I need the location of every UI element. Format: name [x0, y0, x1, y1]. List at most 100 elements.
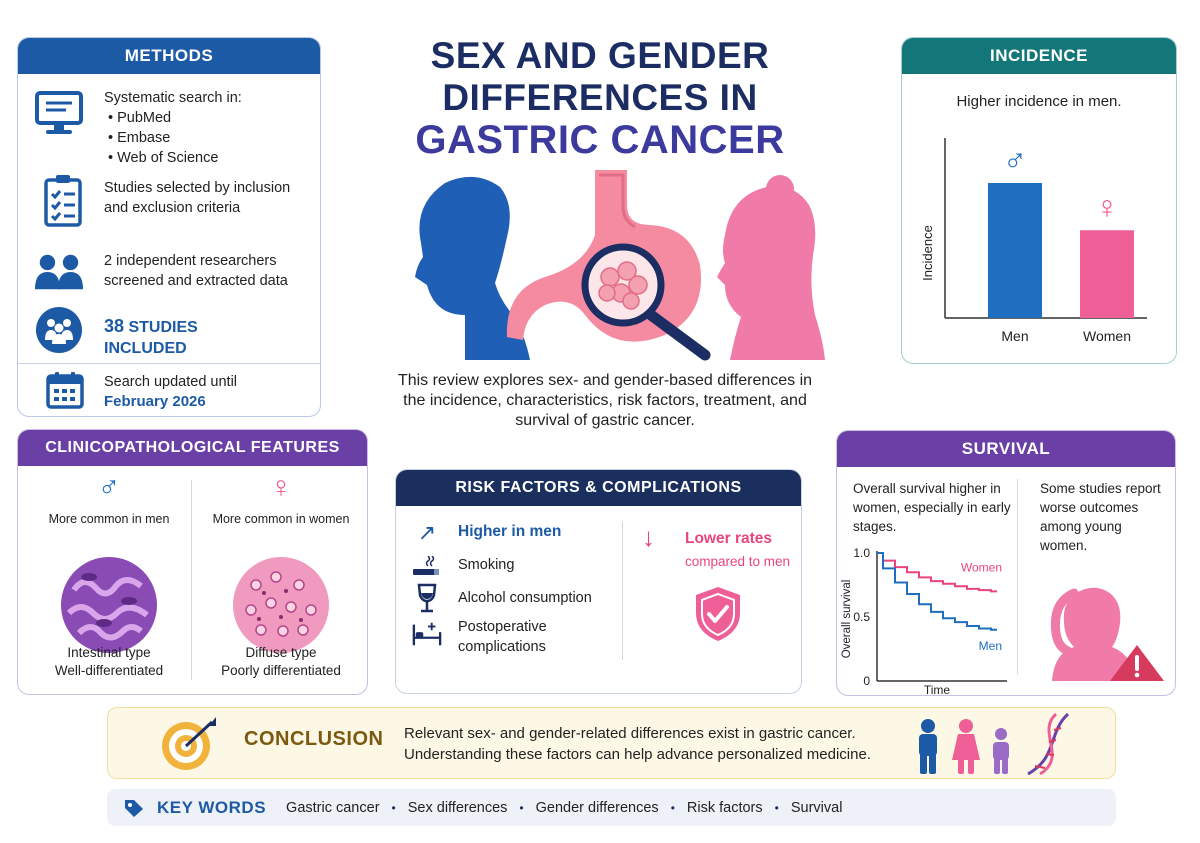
- keywords-label: KEY WORDS: [157, 797, 267, 817]
- women-grade: Poorly differentiated: [221, 663, 341, 678]
- risk-card: RISK FACTORS & COMPLICATIONS ↗ Higher in…: [395, 469, 802, 694]
- updated-block: Search updated until February 2026: [104, 372, 237, 412]
- studies-count: 38: [104, 316, 125, 336]
- studies-group-icon: [36, 307, 82, 353]
- methods-card: METHODS Systematic search in: PubMed Emb…: [17, 37, 321, 417]
- incidence-bar-men: [988, 183, 1042, 318]
- hospital-bed-icon: [412, 622, 442, 646]
- survival-line-men: [877, 552, 997, 631]
- database-list: PubMed Embase Web of Science: [104, 108, 242, 168]
- men-type-block: Intestinal type Well-differentiated: [24, 644, 194, 680]
- dna-icon: [1027, 712, 1070, 776]
- database-item: Embase: [104, 128, 242, 148]
- risk-item-complications: Postoperative complications: [458, 619, 547, 655]
- keyword-separator: •: [391, 800, 396, 815]
- male-symbol-icon: ♂: [97, 471, 121, 504]
- men-grade: Well-differentiated: [54, 663, 164, 678]
- page-title: SEX AND GENDER DIFFERENCES IN GASTRIC CA…: [380, 35, 820, 161]
- database-item: PubMed: [104, 108, 242, 128]
- arrow-down-icon: ↓: [642, 522, 655, 552]
- keyword-item: Gastric cancer: [286, 799, 380, 816]
- survival-divider: [1017, 479, 1018, 674]
- conclusion-label: CONCLUSION: [244, 728, 384, 750]
- survival-right-text: Some studies report worse outcomes among…: [1040, 481, 1161, 553]
- search-block: Systematic search in: PubMed Embase Web …: [104, 88, 242, 168]
- clinico-divider: [191, 480, 192, 680]
- incidence-heading: INCIDENCE: [902, 38, 1176, 74]
- cigarette-icon: [413, 556, 439, 575]
- lower-rates-label: Lower rates: [685, 530, 773, 547]
- women-common-text: More common in women: [212, 512, 350, 526]
- clinico-men-column: ♂ More common in men Intestinal type Wel…: [24, 470, 194, 678]
- keyword-item: Sex differences: [407, 799, 508, 816]
- keyword-separator: •: [774, 800, 779, 815]
- clinico-heading: CLINICOPATHOLOGICAL FEATURES: [18, 430, 367, 466]
- young-woman-warning-icon: [1050, 587, 1164, 681]
- conclusion-line-1: Relevant sex- and gender-related differe…: [404, 725, 856, 742]
- man-figure-icon: [919, 719, 937, 774]
- clinico-women-column: ♀ More common in women Diffuse type Poor…: [196, 470, 366, 678]
- keyword-item: Risk factors: [686, 799, 763, 816]
- keyword-separator: •: [519, 800, 524, 815]
- updated-date: February 2026: [104, 393, 206, 410]
- person-figure-icon: [993, 728, 1009, 774]
- risk-item-alcohol: Alcohol consumption: [458, 590, 592, 606]
- wine-glass-icon: [417, 583, 437, 613]
- survival-chart: Overall survival 1.0 0.5 0 Women Men Time: [841, 546, 1007, 696]
- incidence-chart: Incidence ♂ ♀ Men Women: [920, 138, 1147, 344]
- female-symbol-icon: ♀: [269, 471, 293, 504]
- higher-in-men: Higher in men: [458, 523, 562, 540]
- keyword-item: Gender differences: [535, 799, 659, 816]
- keywords-bar: KEY WORDS Gastric cancer • Sex differenc…: [107, 789, 1116, 826]
- survival-ylabel: Overall survival: [841, 580, 853, 659]
- title-line-2: DIFFERENCES IN: [442, 77, 758, 118]
- calendar-icon: [46, 372, 84, 409]
- target-icon: [162, 717, 216, 770]
- title-line-1: SEX AND GENDER: [430, 35, 770, 76]
- survival-y-tick: 0: [863, 674, 870, 688]
- woman-figure-icon: [952, 719, 980, 774]
- risk-item-smoking: Smoking: [458, 557, 515, 573]
- shield-check-icon: [696, 587, 740, 641]
- researchers-icon: [34, 254, 84, 290]
- survival-heading: SURVIVAL: [837, 431, 1175, 467]
- lower-rates-sub: compared to men: [685, 554, 791, 569]
- survival-y-tick: 0.5: [853, 610, 870, 624]
- monitor-icon: [35, 91, 83, 134]
- methods-heading: METHODS: [18, 38, 320, 74]
- survival-left-text: Overall survival higher in women, especi…: [853, 481, 1011, 534]
- survival-card: SURVIVAL Overall survival higher in wome…: [836, 430, 1176, 696]
- studies-included: INCLUDED: [104, 340, 187, 357]
- keyword-separator: •: [670, 800, 675, 815]
- diffuse-tissue-icon: [233, 557, 329, 653]
- stomach-illustration: [415, 170, 825, 361]
- incidence-category-label: Women: [1083, 328, 1131, 344]
- conclusion-text: Relevant sex- and gender-related differe…: [404, 723, 871, 765]
- incidence-description: Higher incidence in men.: [956, 93, 1122, 110]
- checklist-icon: [44, 175, 82, 227]
- incidence-card: INCIDENCE Higher incidence in men. Incid…: [901, 37, 1177, 364]
- risk-heading: RISK FACTORS & COMPLICATIONS: [396, 470, 801, 506]
- intestinal-tissue-icon: [61, 557, 157, 653]
- survival-series-label: Men: [979, 639, 1002, 653]
- survival-y-tick: 1.0: [853, 546, 870, 560]
- arrow-up-right-icon: ↗: [417, 520, 437, 545]
- survival-xlabel: Time: [924, 683, 951, 696]
- studies-count-block: 38 STUDIES INCLUDED: [104, 316, 198, 359]
- male-profile-icon: [415, 176, 530, 360]
- risk-divider: [622, 522, 623, 660]
- clinico-card: CLINICOPATHOLOGICAL FEATURES ♂ More comm…: [17, 429, 368, 695]
- incidence-bar-women: [1080, 230, 1134, 318]
- conclusion-line-2: Understanding these factors can help adv…: [404, 746, 871, 763]
- keyword-item: Survival: [790, 799, 843, 816]
- female-symbol-icon: ♀: [1095, 189, 1119, 225]
- incidence-category-label: Men: [1001, 328, 1028, 344]
- updated-label: Search updated until: [104, 374, 238, 390]
- tag-icon: [125, 800, 143, 817]
- male-symbol-icon: ♂: [1003, 141, 1027, 177]
- methods-divider: [18, 363, 320, 364]
- conclusion-banner: CONCLUSION Relevant sex- and gender-rela…: [107, 707, 1116, 779]
- survival-line-women: [877, 552, 997, 593]
- incidence-ylabel: Incidence: [920, 225, 935, 281]
- people-dna-icon: [919, 712, 1070, 776]
